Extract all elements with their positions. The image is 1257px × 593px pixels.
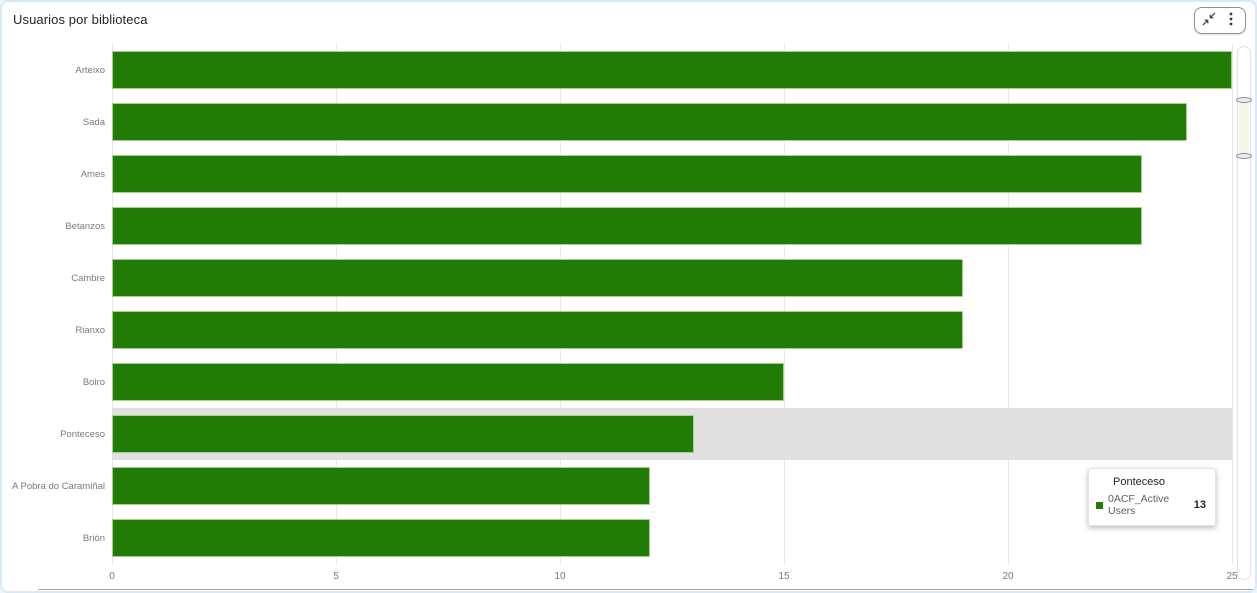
chart-row: Cambre: [71, 252, 1232, 304]
bottom-divider: [38, 589, 1255, 590]
tooltip-row: 0ACF_Active Users 13: [1096, 493, 1206, 517]
y-axis-category-label: Rianxo: [75, 324, 105, 336]
gridline: [336, 44, 337, 564]
bar-cambre[interactable]: [112, 259, 964, 297]
chart-row: Rianxo: [75, 304, 1232, 356]
chart-row-highlighted: Ponteceso: [60, 408, 1232, 460]
bar-rianxo[interactable]: [112, 311, 964, 349]
chart-row: Brión: [83, 512, 1232, 564]
bar-sada[interactable]: [112, 103, 1188, 141]
x-axis-tick-label: 25: [1226, 571, 1238, 582]
exit-focus-icon: [1202, 12, 1216, 29]
legend-swatch-icon: [1096, 501, 1103, 509]
chart-row: Sada: [83, 96, 1232, 148]
gridline: [784, 44, 785, 564]
y-axis-category-label: Ponteceso: [60, 428, 105, 440]
chart-row: A Pobra do Caramiñal: [12, 460, 1232, 512]
page-title: Usuarios por biblioteca: [13, 12, 148, 27]
x-axis-tick-label: 10: [554, 571, 566, 582]
zoom-slider-handle-bottom[interactable]: [1236, 153, 1252, 159]
y-axis-category-label: Sada: [82, 116, 105, 128]
gridline: [112, 44, 113, 564]
gridline: [1008, 44, 1009, 564]
gridline: [1232, 44, 1233, 564]
x-axis-tick-label: 5: [333, 571, 339, 582]
chart-row: Boiro: [83, 356, 1232, 408]
x-axis-tick-label: 20: [1002, 571, 1014, 582]
kebab-menu-icon: [1224, 11, 1238, 30]
y-axis-category-label: A Pobra do Caramiñal: [12, 480, 105, 492]
tooltip-series-label: 0ACF_Active Users: [1108, 493, 1170, 517]
zoom-slider-thumb[interactable]: [1236, 97, 1252, 159]
bar-a-pobra-do-caramiñal[interactable]: [112, 467, 650, 505]
plot-area: 0 5 10 15 20 25 Arteixo Sada Ames Betanzos Cambre R…: [12, 44, 1238, 582]
y-axis-category-label: Brión: [82, 532, 105, 544]
exit-focus-button[interactable]: [1199, 10, 1219, 31]
bar-arteixo[interactable]: [112, 51, 1232, 89]
zoom-slider-handle-top[interactable]: [1236, 97, 1252, 103]
x-axis-tick-label: 0: [109, 571, 115, 582]
zoom-slider[interactable]: [1236, 46, 1252, 580]
bar-boiro[interactable]: [112, 363, 784, 401]
tooltip-title: Ponteceso: [1113, 476, 1165, 488]
bar-ames[interactable]: [112, 155, 1143, 193]
visual-controls: [1194, 7, 1246, 34]
bar-brión[interactable]: [112, 519, 650, 557]
bar-ponteceso[interactable]: [112, 415, 695, 453]
x-axis-tick-label: 15: [778, 571, 790, 582]
tooltip: Ponteceso 0ACF_Active Users 13: [1088, 468, 1216, 526]
chart-row: Betanzos: [65, 200, 1232, 252]
tooltip-value: 13: [1193, 499, 1206, 511]
more-options-button[interactable]: [1221, 10, 1241, 31]
chart-row: Ames: [81, 148, 1232, 200]
y-axis-category-label: Boiro: [82, 376, 105, 388]
gridline: [560, 44, 561, 564]
y-axis-category-label: Betanzos: [65, 220, 105, 232]
y-axis-category-label: Cambre: [71, 272, 105, 284]
y-axis-category-label: Ames: [80, 168, 105, 180]
bar-betanzos[interactable]: [112, 207, 1143, 245]
y-axis-category-label: Arteixo: [75, 64, 105, 76]
chart-row: Arteixo: [75, 44, 1232, 96]
